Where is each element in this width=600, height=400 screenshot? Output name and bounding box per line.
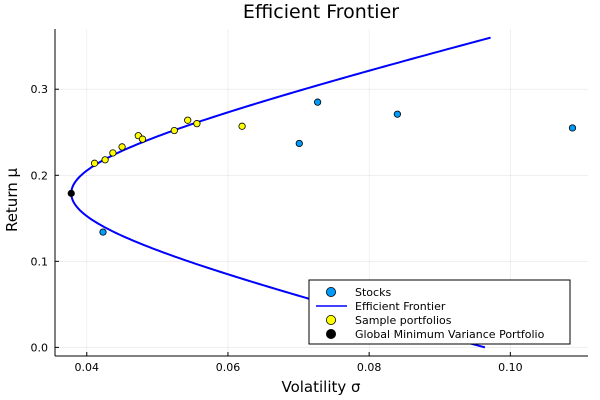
x-axis-ticks: 0.04 0.06 0.08 0.10 bbox=[75, 352, 523, 374]
grid bbox=[55, 29, 588, 356]
stocks-point bbox=[393, 110, 401, 118]
y-tick-label: 0.0 bbox=[31, 341, 49, 354]
legend-label: Efficient Frontier bbox=[355, 300, 446, 313]
stocks-point bbox=[568, 124, 577, 132]
legend-marker-swatch bbox=[325, 314, 336, 325]
sample-portfolios-point bbox=[238, 122, 246, 130]
plot-area bbox=[67, 36, 577, 349]
stocks-point bbox=[314, 98, 322, 106]
y-axis-title: Return μ bbox=[3, 168, 21, 233]
stocks-point bbox=[295, 139, 303, 148]
legend-label: Sample portfolios bbox=[355, 314, 452, 327]
sample-portfolios-point bbox=[118, 143, 126, 151]
legend-label: Global Minimum Variance Portfolio bbox=[355, 328, 545, 341]
sample-portfolios-point bbox=[193, 120, 201, 128]
global-minimum-variance-portfolio-point bbox=[67, 189, 75, 197]
legend-marker-swatch bbox=[325, 286, 336, 297]
y-tick-label: 0.3 bbox=[31, 83, 49, 96]
sample-portfolios-point bbox=[184, 116, 192, 124]
y-tick-label: 0.1 bbox=[31, 255, 49, 268]
stocks-point bbox=[99, 228, 107, 236]
sample-portfolios-point bbox=[109, 149, 117, 157]
legend-label: Stocks bbox=[355, 286, 391, 299]
sample-portfolios-point bbox=[138, 135, 147, 143]
y-tick-label: 0.2 bbox=[31, 169, 49, 182]
x-tick-label: 0.10 bbox=[498, 361, 523, 374]
x-tick-label: 0.08 bbox=[357, 361, 382, 374]
sample-portfolios-point bbox=[90, 159, 99, 167]
x-tick-label: 0.06 bbox=[216, 361, 241, 374]
x-tick-label: 0.04 bbox=[75, 361, 100, 374]
sample-portfolios-point bbox=[101, 156, 109, 164]
sample-portfolios-point bbox=[170, 126, 178, 135]
x-axis-title: Volatility σ bbox=[281, 378, 361, 396]
legend-marker-swatch bbox=[325, 328, 336, 339]
chart-title: Efficient Frontier bbox=[243, 1, 399, 23]
plot-frame bbox=[54, 29, 588, 357]
legend-box bbox=[308, 279, 571, 345]
y-axis-ticks: 0.0 0.1 0.2 0.3 bbox=[31, 83, 59, 354]
